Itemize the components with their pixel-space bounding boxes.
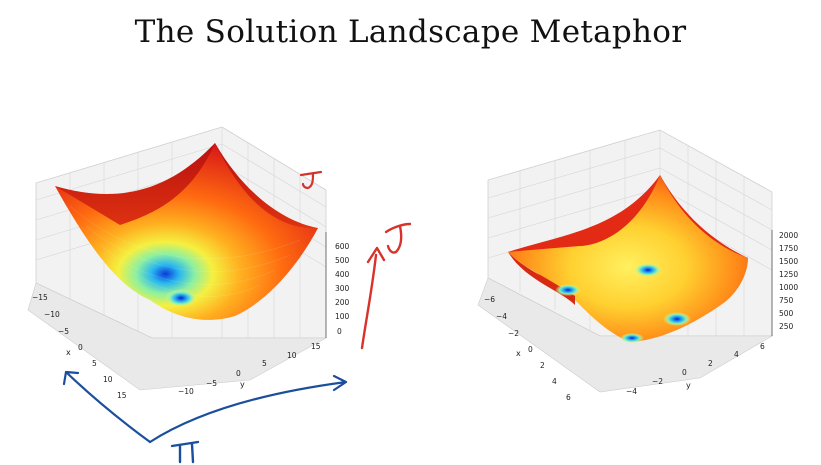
left-y-ticks: −10 −5 0 5 10 15	[178, 342, 321, 396]
left-y-label: y	[240, 380, 245, 389]
left-x-tick: −5	[58, 327, 69, 336]
right-plot: 2000 1750 1500 1250 1000 750 500 250 −6 …	[477, 129, 798, 402]
left-y-tick: 0	[236, 369, 241, 378]
right-z-ticks: 2000 1750 1500 1250 1000 750 500 250	[779, 231, 798, 331]
left-y-tick: 15	[311, 342, 321, 351]
left-z-ticks: 600 500 400 300 200 100 0	[335, 242, 350, 336]
right-minimum-1	[555, 284, 581, 296]
right-x-tick: −6	[484, 295, 495, 304]
left-x-tick: 5	[92, 359, 97, 368]
left-y-tick: −5	[206, 379, 217, 388]
left-z-tick: 300	[335, 284, 350, 293]
right-x-tick: 0	[528, 345, 533, 354]
right-x-tick: 6	[566, 393, 571, 402]
right-minimum-2	[634, 263, 662, 277]
left-y-tick: 5	[262, 359, 267, 368]
right-y-tick: 6	[760, 342, 765, 351]
right-z-tick: 250	[779, 322, 794, 331]
right-x-tick: −4	[496, 312, 507, 321]
left-x-tick: −10	[44, 310, 60, 319]
left-z-tick: 0	[337, 327, 342, 336]
right-x-label: x	[516, 349, 521, 358]
right-y-label: y	[686, 381, 691, 390]
blue-arrow-left	[62, 370, 152, 444]
left-x-tick: −15	[32, 293, 48, 302]
left-plot: 600 500 400 300 200 100 0 −15 −10 −5 0 5…	[27, 126, 350, 400]
left-x-tick: 0	[78, 343, 83, 352]
left-z-tick: 600	[335, 242, 350, 251]
right-y-tick: 0	[682, 368, 687, 377]
right-surface	[508, 175, 748, 342]
right-floor	[477, 277, 774, 393]
right-z-tick: 2000	[779, 231, 798, 240]
left-x-tick: 10	[103, 375, 113, 384]
red-arrow	[360, 246, 386, 350]
left-z-tick: 200	[335, 298, 350, 307]
right-y-ticks: −4 −2 0 2 4 6	[626, 342, 765, 396]
right-z-tick: 750	[779, 296, 794, 305]
right-minimum-4	[620, 333, 644, 343]
left-x-tick: 15	[117, 391, 127, 400]
left-x-label: x	[66, 348, 71, 357]
right-y-tick: 2	[708, 359, 713, 368]
right-y-tick: −2	[652, 377, 663, 386]
left-z-tick: 100	[335, 312, 350, 321]
right-minimum-3	[663, 312, 691, 326]
slide-title: The Solution Landscape Metaphor	[134, 14, 687, 50]
right-z-tick: 1000	[779, 283, 798, 292]
blue-arrow-right	[148, 374, 348, 444]
red-j-small	[299, 170, 323, 190]
right-x-tick: −2	[508, 329, 519, 338]
left-x-ticks: −15 −10 −5 0 5 10 15	[32, 293, 127, 400]
right-z-tick: 1250	[779, 270, 798, 279]
right-z-tick: 1500	[779, 257, 798, 266]
right-x-tick: 2	[540, 361, 545, 370]
right-x-tick: 4	[552, 377, 557, 386]
red-j-large	[384, 222, 412, 254]
left-floor	[27, 282, 327, 391]
left-z-tick: 500	[335, 256, 350, 265]
blue-pi-mark	[170, 440, 200, 464]
right-z-tick: 500	[779, 309, 794, 318]
right-z-tick: 1750	[779, 244, 798, 253]
left-y-tick: −10	[178, 387, 194, 396]
left-y-tick: 10	[287, 351, 297, 360]
left-z-tick: 400	[335, 270, 350, 279]
handwritten-annotations	[62, 170, 412, 464]
left-minimum	[165, 289, 197, 307]
right-y-tick: 4	[734, 350, 739, 359]
right-y-tick: −4	[626, 387, 637, 396]
right-x-ticks: −6 −4 −2 0 2 4 6	[484, 295, 571, 402]
left-surface	[55, 143, 318, 320]
